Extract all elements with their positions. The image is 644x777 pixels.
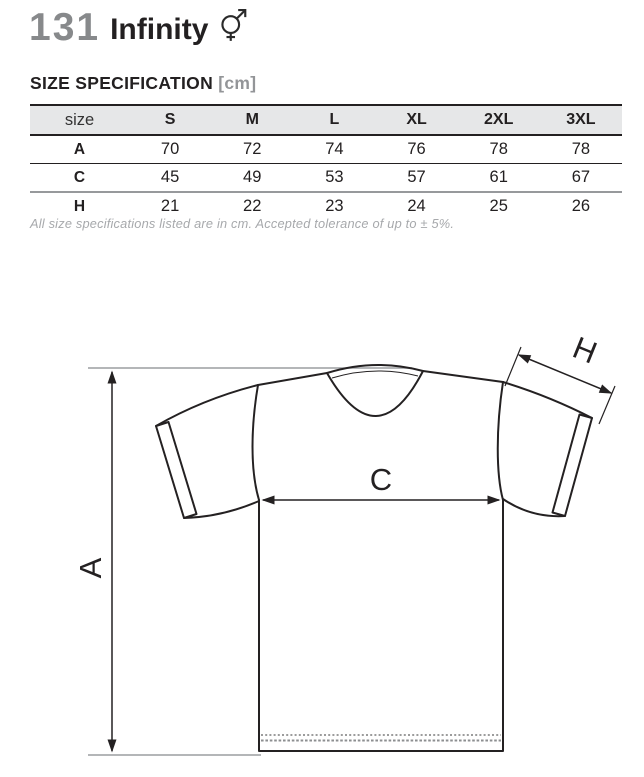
cell-c-m: 49 <box>243 168 262 186</box>
dimension-a: A <box>73 370 117 753</box>
column-header-2xl: 2XL <box>484 111 514 128</box>
column-header-s: S <box>164 111 176 128</box>
size-table-header-row: size S M L XL 2XL 3XL <box>30 105 622 135</box>
left-shoulder-seam <box>257 372 328 386</box>
unit-label: [cm] <box>218 73 257 93</box>
cell-a-s: 70 <box>160 140 180 158</box>
right-armhole <box>496 381 504 501</box>
cell-a-l: 74 <box>325 140 344 158</box>
left-sleeve-cuff <box>155 421 198 519</box>
cell-h-xl: 24 <box>407 197 426 215</box>
collar-inner-line <box>331 370 419 379</box>
product-number: 131 <box>29 6 101 49</box>
right-shoulder-seam <box>422 370 504 383</box>
row-label-h: H <box>73 197 86 215</box>
tshirt-diagram: A <box>73 330 616 756</box>
table-row-a: A 70 72 74 76 78 78 <box>30 135 622 164</box>
dimension-label-h: H <box>568 330 602 371</box>
male-and-female-icon <box>218 6 248 47</box>
left-sleeve-bottom-edge <box>183 500 260 519</box>
row-label-a: A <box>73 140 86 158</box>
section-title-text: SIZE SPECIFICATION <box>30 73 214 93</box>
table-row-c: C 45 49 53 57 61 67 <box>30 164 622 192</box>
column-header-l: L <box>329 111 340 128</box>
left-armhole <box>251 384 260 501</box>
cell-h-l: 23 <box>325 197 344 215</box>
dimension-h: H <box>504 330 616 425</box>
right-sleeve-bottom-edge <box>502 498 566 518</box>
column-header-xl: XL <box>406 111 427 128</box>
dimension-label-a: A <box>73 557 108 578</box>
product-name: Infinity <box>110 12 209 46</box>
dimension-c: C <box>261 462 501 505</box>
section-title: SIZE SPECIFICATION [cm] <box>30 73 256 94</box>
cell-c-s: 45 <box>160 168 180 186</box>
cell-h-s: 21 <box>160 197 180 215</box>
cell-a-3xl: 78 <box>571 140 591 158</box>
column-header-m: M <box>245 111 259 128</box>
column-header-size: size <box>64 110 95 129</box>
cell-c-2xl: 61 <box>489 168 508 186</box>
h-extension-line-start <box>504 346 522 387</box>
right-sleeve-top-edge <box>502 381 593 419</box>
size-table: size S M L XL 2XL 3XL A 70 72 74 76 78 7… <box>30 104 622 220</box>
cell-c-3xl: 67 <box>571 168 591 186</box>
right-sleeve-cuff <box>551 413 593 517</box>
tolerance-footnote: All size specifications listed are in cm… <box>30 216 455 231</box>
cell-c-xl: 57 <box>407 168 426 186</box>
cell-h-m: 22 <box>243 197 262 215</box>
column-header-3xl: 3XL <box>566 111 596 128</box>
row-label-c: C <box>73 168 86 186</box>
tshirt-body <box>258 499 504 752</box>
cell-h-3xl: 26 <box>571 197 591 215</box>
table-row-h: H 21 22 23 24 25 26 <box>30 192 622 220</box>
cell-a-2xl: 78 <box>489 140 508 158</box>
cell-a-xl: 76 <box>407 140 426 158</box>
cell-a-m: 72 <box>243 140 262 158</box>
dimension-label-c: C <box>370 462 392 497</box>
cell-c-l: 53 <box>325 168 344 186</box>
tshirt-outline <box>155 364 593 752</box>
page-title: 131 Infinity <box>29 8 248 47</box>
collar <box>326 364 424 417</box>
cell-h-2xl: 25 <box>489 197 508 215</box>
left-sleeve-top-edge <box>155 384 259 427</box>
